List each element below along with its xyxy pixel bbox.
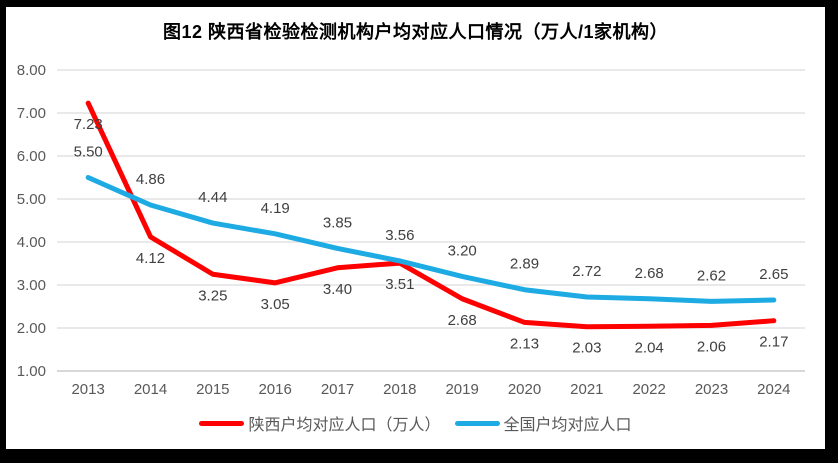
data-label: 3.05 [261,296,290,313]
x-tick-label: 2021 [570,381,603,398]
legend-swatch-national-line [454,420,500,426]
series-line [85,100,777,330]
x-tick-label: 2014 [134,381,167,398]
data-label: 3.20 [448,242,477,259]
x-tick-label: 2018 [383,381,416,398]
legend: 陕西户均对应人口（万人） 全国户均对应人口 [6,411,825,435]
x-tick-label: 2023 [695,381,728,398]
data-label: 2.03 [572,340,601,357]
x-tick-label: 2013 [71,381,104,398]
data-label: 4.12 [136,250,165,267]
x-tick-label: 2017 [321,381,354,398]
data-label: 2.68 [635,265,664,282]
y-tick-label: 6.00 [17,148,46,165]
data-label: 3.85 [323,214,352,231]
chart-title: 图12 陕西省检验检测机构户均对应人口情况（万人/1家机构） [162,22,669,42]
data-label: 3.56 [385,227,414,244]
y-tick-label: 8.00 [17,62,46,79]
data-label: 4.44 [198,189,227,206]
data-label: 2.72 [572,263,601,280]
y-tick-label: 3.00 [17,277,46,294]
data-label: 2.62 [697,267,726,284]
data-label: 2.89 [510,256,539,273]
data-label: 2.17 [759,334,788,351]
series-line [85,175,777,304]
data-label: 4.86 [136,171,165,188]
legend-item-shaanxi: 陕西户均对应人口（万人） [199,411,441,435]
x-tick-label: 2015 [196,381,229,398]
legend-label-shaanxi: 陕西户均对应人口（万人） [248,417,441,434]
data-label: 2.13 [510,335,539,352]
data-label: 3.40 [323,281,352,298]
x-tick-label: 2019 [445,381,478,398]
y-tick-label: 1.00 [17,363,46,380]
legend-swatch-shaanxi-line [199,420,245,426]
x-tick-label: 2016 [258,381,291,398]
x-tick-label: 2022 [632,381,665,398]
y-tick-label: 4.00 [17,234,46,251]
line-chart: 1.00 2.00 3.00 4.00 5.00 6.00 7.00 8.00 2013 2014… [17,62,805,398]
data-label: 2.06 [697,338,726,355]
y-tick-label: 2.00 [17,320,46,337]
legend-label-national: 全国户均对应人口 [503,417,632,434]
legend-item-national: 全国户均对应人口 [454,411,632,435]
data-label: 3.51 [385,276,414,293]
data-label: 2.68 [448,312,477,329]
data-label: 4.19 [261,200,290,217]
data-label: 5.50 [74,144,103,161]
x-tick-label: 2020 [508,381,541,398]
data-label: 7.23 [74,116,103,133]
data-label: 2.04 [635,339,664,356]
x-tick-label: 2024 [757,381,790,398]
y-tick-label: 7.00 [17,105,46,122]
y-tick-label: 5.00 [17,191,46,208]
data-label: 2.65 [759,266,788,283]
data-label: 3.25 [198,287,227,304]
